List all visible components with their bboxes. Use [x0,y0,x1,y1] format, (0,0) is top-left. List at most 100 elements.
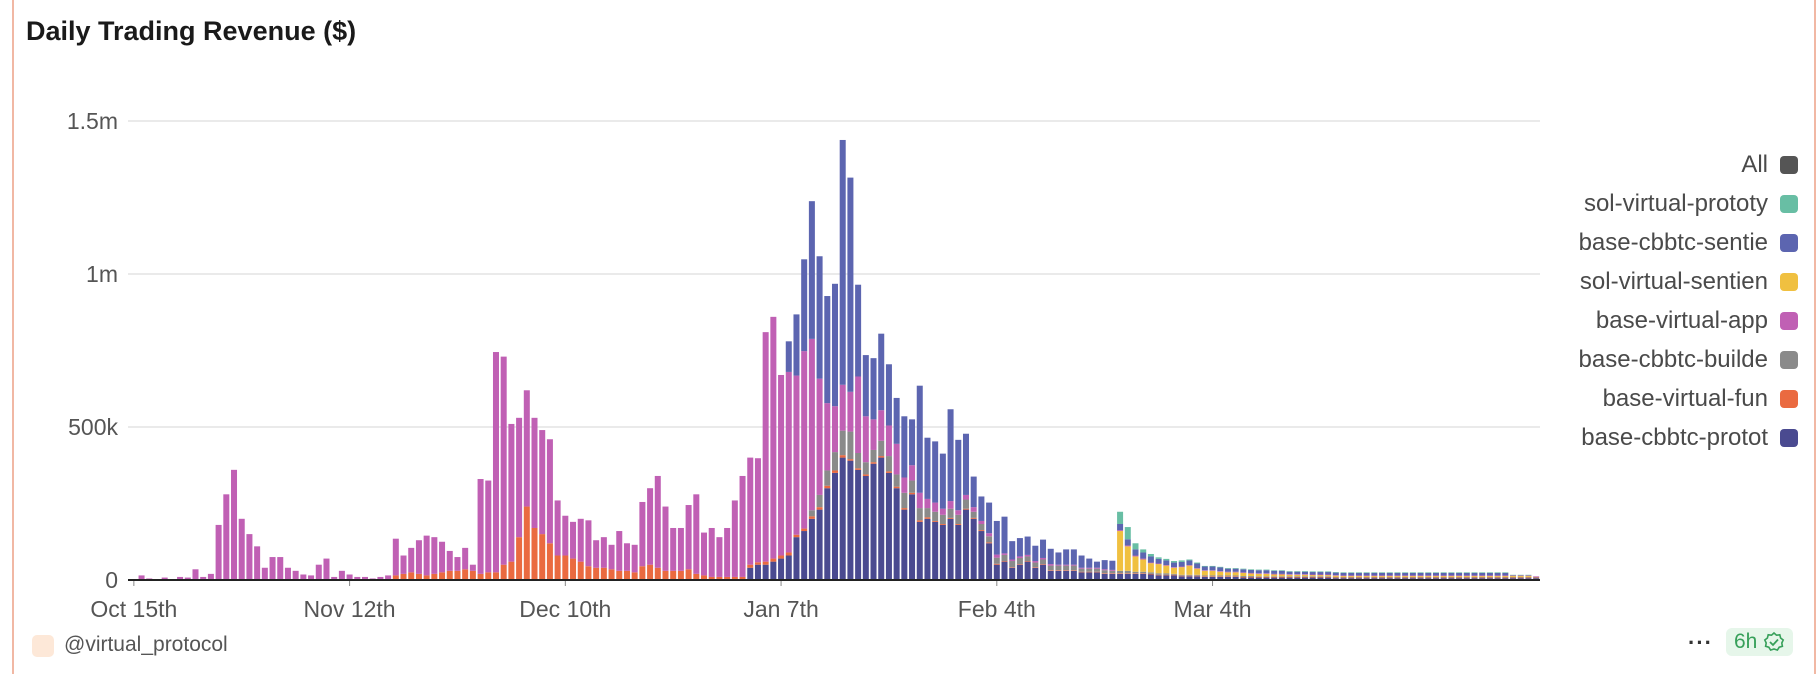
bar-segment-base-virtual-fun[interactable] [523,506,530,580]
bar-segment-base-virtual-app[interactable] [346,574,353,580]
legend-item-base-cbbtc-builde[interactable]: base-cbbtc-builde [1579,340,1798,379]
bar-segment-sol-virtual-prototy[interactable] [1201,565,1208,567]
bar-segment-base-cbbtc-protot[interactable] [1178,576,1185,580]
bar-segment-base-virtual-app[interactable] [1440,575,1447,577]
bar-segment-base-virtual-app[interactable] [1248,572,1255,574]
bar-segment-base-virtual-app[interactable] [1209,570,1216,571]
bar-segment-base-virtual-fun[interactable] [939,524,946,525]
bar-segment-base-cbbtc-protot[interactable] [1194,576,1201,580]
bar-segment-base-cbbtc-sentie[interactable] [1301,571,1309,575]
bar-segment-base-virtual-fun[interactable] [909,492,916,495]
bar-segment-base-virtual-app[interactable] [1379,575,1386,577]
bar-segment-base-cbbtc-builde[interactable] [916,508,923,521]
bar-segment-base-cbbtc-sentie[interactable] [1502,572,1509,576]
bar-segment-sol-virtual-sentien[interactable] [1456,576,1463,577]
bar-segment-base-virtual-fun[interactable] [839,455,846,458]
bar-segment-base-cbbtc-builde[interactable] [1325,576,1332,577]
bar-segment-base-virtual-fun[interactable] [562,555,569,580]
bar-segment-base-cbbtc-protot[interactable] [1093,572,1100,580]
bar-segment-base-virtual-fun[interactable] [1086,571,1093,573]
bar-segment-base-virtual-fun[interactable] [462,569,469,580]
bar-segment-sol-virtual-sentien[interactable] [1147,563,1154,573]
bar-segment-base-cbbtc-builde[interactable] [1286,576,1293,577]
bar-segment-base-cbbtc-sentie[interactable] [1178,561,1185,567]
bar-segment-base-cbbtc-builde[interactable] [970,511,977,518]
bar-segment-base-cbbtc-sentie[interactable] [1286,571,1293,575]
bar-segment-sol-virtual-prototy[interactable] [1486,572,1493,573]
bar-segment-base-virtual-app[interactable] [500,356,507,565]
bar-segment-base-virtual-app[interactable] [808,338,815,511]
bar-segment-base-virtual-app[interactable] [1124,545,1131,547]
bar-segment-base-virtual-app[interactable] [377,576,384,580]
bar-segment-sol-virtual-sentien[interactable] [1440,576,1447,577]
bar-segment-base-virtual-app[interactable] [361,576,369,580]
bar-segment-base-virtual-fun[interactable] [847,459,854,461]
bar-segment-sol-virtual-prototy[interactable] [1440,572,1447,573]
bar-segment-base-virtual-app[interactable] [492,352,499,573]
bar-segment-base-cbbtc-builde[interactable] [839,430,846,456]
bar-segment-sol-virtual-prototy[interactable] [1363,572,1370,573]
bar-segment-base-cbbtc-sentie[interactable] [986,502,993,534]
bar-segment-base-virtual-fun[interactable] [1363,577,1370,579]
bar-segment-base-virtual-app[interactable] [1093,567,1100,569]
bar-segment-base-cbbtc-builde[interactable] [1248,576,1255,577]
bar-segment-base-cbbtc-protot[interactable] [1309,577,1316,580]
bar-segment-sol-virtual-sentien[interactable] [1117,531,1124,571]
bar-segment-base-cbbtc-protot[interactable] [970,518,977,580]
bar-segment-base-virtual-app[interactable] [1325,574,1332,576]
bar-segment-base-cbbtc-sentie[interactable] [831,283,839,407]
bar-segment-base-virtual-app[interactable] [1070,564,1077,566]
bar-segment-base-cbbtc-sentie[interactable] [1070,549,1077,565]
bar-segment-base-cbbtc-builde[interactable] [1533,576,1540,578]
bar-segment-base-cbbtc-sentie[interactable] [947,409,954,502]
bar-segment-base-virtual-fun[interactable] [1301,576,1309,578]
bar-segment-base-cbbtc-builde[interactable] [816,494,823,508]
bar-segment-base-cbbtc-sentie[interactable] [847,177,854,392]
bar-segment-base-virtual-fun[interactable] [1425,577,1432,579]
bar-segment-base-cbbtc-builde[interactable] [1201,575,1208,577]
bar-segment-base-virtual-app[interactable] [1163,565,1170,566]
bar-segment-sol-virtual-sentien[interactable] [1525,576,1532,577]
bar-segment-base-virtual-app[interactable] [284,567,291,580]
bar-segment-base-virtual-fun[interactable] [1355,577,1362,579]
bar-segment-base-cbbtc-sentie[interactable] [1063,549,1070,565]
bar-segment-base-virtual-app[interactable] [1425,575,1432,577]
bar-segment-base-virtual-app[interactable] [184,577,191,580]
bar-segment-base-virtual-fun[interactable] [993,563,1000,565]
bar-segment-base-virtual-app[interactable] [1417,575,1424,577]
bar-segment-base-virtual-fun[interactable] [824,485,831,489]
bar-segment-base-virtual-app[interactable] [955,510,962,515]
bar-segment-sol-virtual-prototy[interactable] [1348,572,1355,573]
bar-segment-base-virtual-app[interactable] [431,537,438,574]
bar-segment-base-virtual-app[interactable] [338,570,345,580]
bar-segment-base-virtual-app[interactable] [731,500,738,577]
bar-segment-base-virtual-app[interactable] [1132,555,1139,557]
bar-segment-base-virtual-app[interactable] [1525,575,1532,577]
bar-segment-base-virtual-app[interactable] [1271,573,1278,575]
bar-segment-base-virtual-fun[interactable] [1209,576,1216,577]
bar-segment-sol-virtual-prototy[interactable] [1171,561,1178,563]
bar-segment-base-cbbtc-builde[interactable] [947,508,954,518]
bar-segment-base-virtual-app[interactable] [1101,569,1108,571]
bar-segment-base-cbbtc-builde[interactable] [1317,576,1324,577]
bar-segment-base-cbbtc-sentie[interactable] [801,259,808,352]
bar-segment-base-virtual-fun[interactable] [1117,573,1124,574]
bar-segment-base-virtual-app[interactable] [1201,570,1208,571]
bar-segment-base-virtual-fun[interactable] [670,570,677,580]
bar-segment-base-cbbtc-builde[interactable] [939,514,946,525]
bar-segment-base-virtual-app[interactable] [770,316,777,559]
bar-segment-base-cbbtc-builde[interactable] [1155,573,1162,575]
bar-segment-base-virtual-app[interactable] [570,521,577,559]
bar-segment-base-cbbtc-sentie[interactable] [1078,555,1085,568]
bar-segment-base-cbbtc-sentie[interactable] [962,433,969,495]
bar-segment-base-cbbtc-builde[interactable] [1009,561,1016,568]
bar-segment-base-virtual-fun[interactable] [485,572,492,580]
bar-segment-base-cbbtc-protot[interactable] [885,472,892,580]
bar-segment-base-cbbtc-sentie[interactable] [970,476,977,508]
bar-segment-base-virtual-fun[interactable] [1263,576,1270,578]
bar-segment-base-cbbtc-builde[interactable] [1301,576,1309,577]
bar-segment-base-virtual-fun[interactable] [731,576,738,580]
bar-segment-base-cbbtc-builde[interactable] [862,462,869,475]
bar-segment-base-cbbtc-protot[interactable] [1171,575,1178,580]
bar-segment-base-virtual-fun[interactable] [955,524,962,525]
